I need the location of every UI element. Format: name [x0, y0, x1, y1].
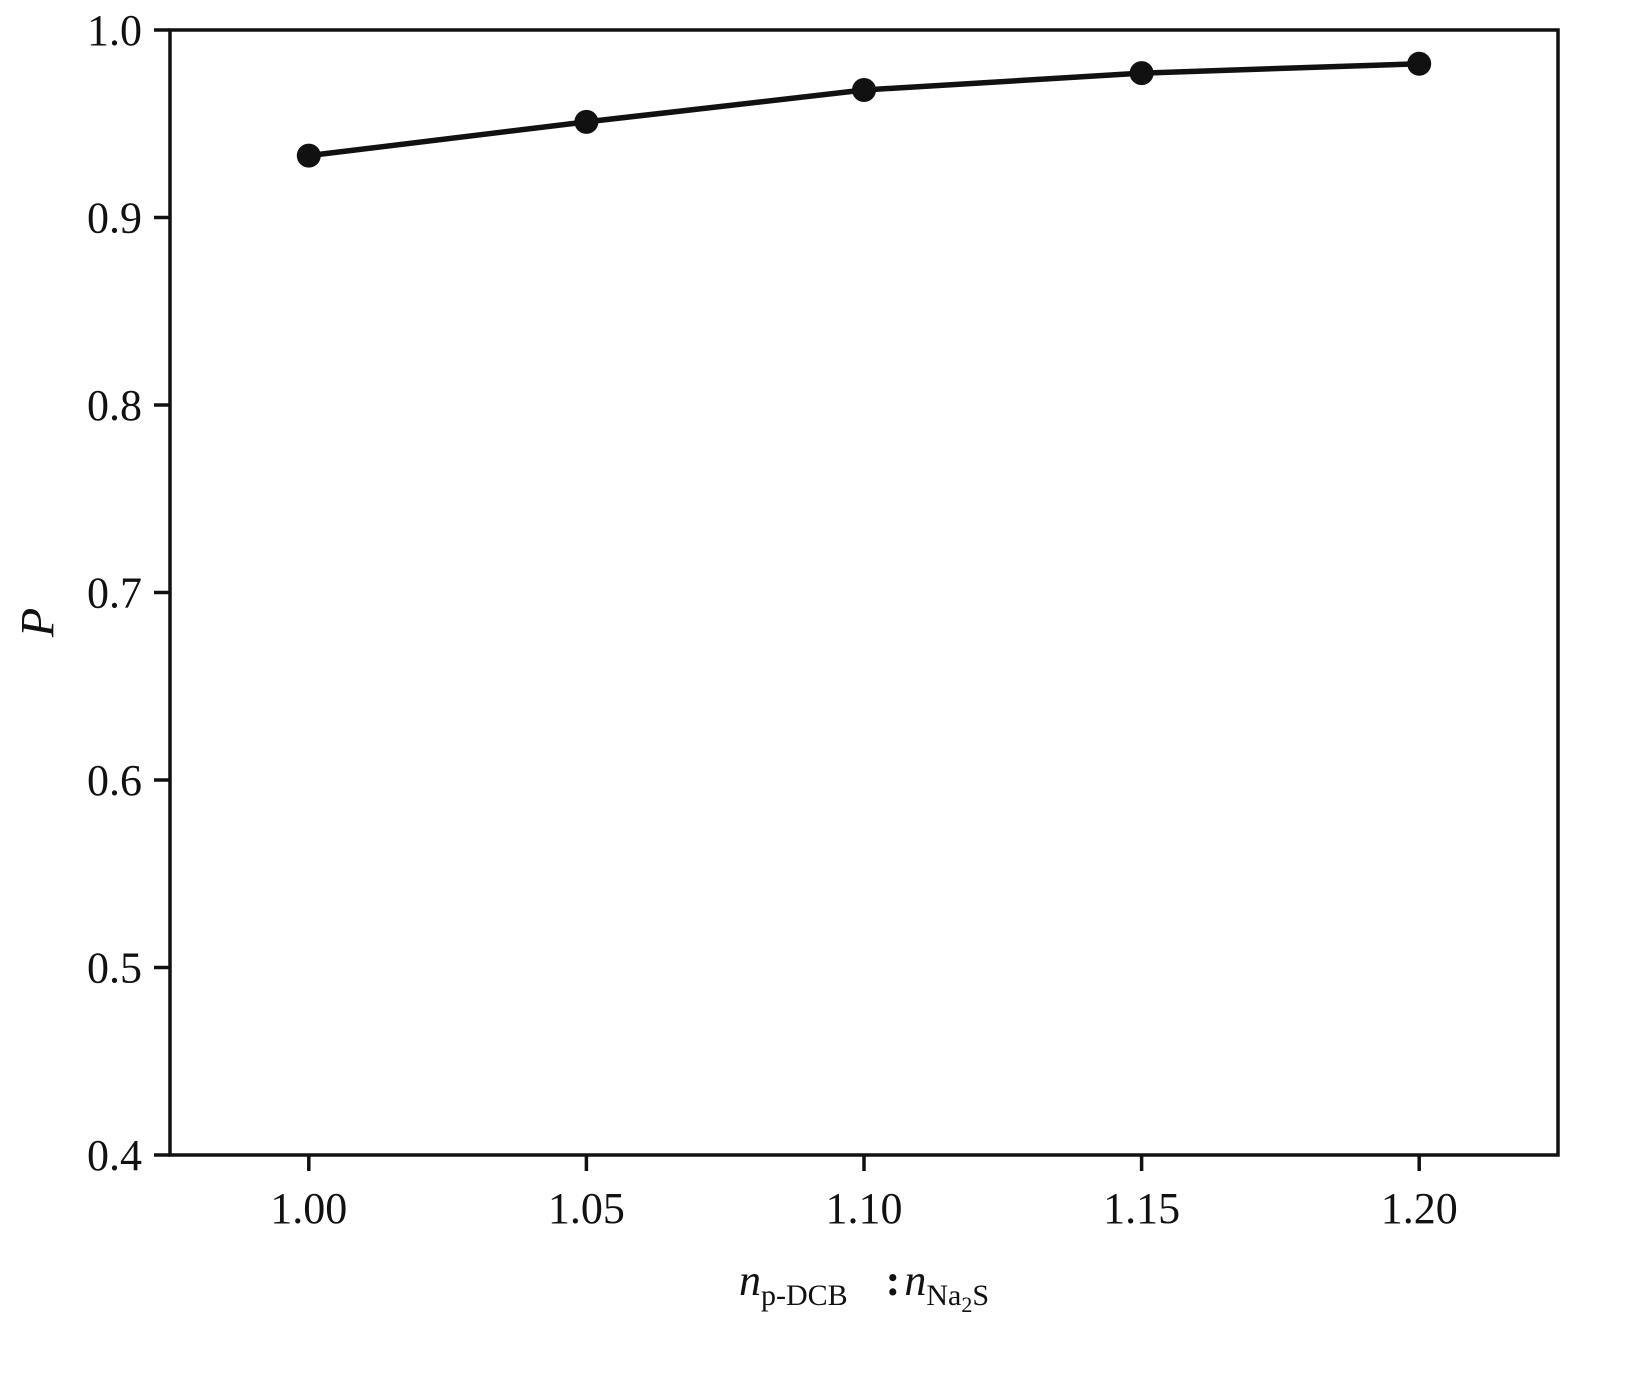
x-label-sub2-s: S	[972, 1278, 990, 1312]
y-axis-label-text: P	[11, 607, 65, 638]
data-point-marker	[1407, 51, 1432, 76]
x-tick-label: 1.05	[548, 1184, 625, 1233]
x-tick-label: 1.00	[270, 1184, 347, 1233]
x-tick-label: 1.20	[1381, 1184, 1458, 1233]
data-series-line	[306, 61, 1422, 159]
data-point-marker	[574, 109, 599, 134]
x-label-n1: n	[738, 1256, 761, 1305]
x-tick-label: 1.10	[826, 1184, 903, 1233]
x-label-sub2-2: 2	[961, 1291, 973, 1317]
y-tick-label: 0.5	[87, 944, 142, 993]
y-tick-label: 0.9	[87, 194, 142, 243]
y-tick-label: 1.0	[87, 6, 142, 55]
x-label-n2: n	[904, 1256, 927, 1305]
data-point-marker	[1129, 61, 1154, 86]
y-tick-label: 0.6	[87, 756, 142, 805]
x-tick-label: 1.15	[1103, 1184, 1180, 1233]
data-point-marker	[852, 78, 876, 102]
y-tick-label: 0.4	[87, 1131, 142, 1180]
data-point-marker	[296, 143, 321, 168]
y-tick-label: 0.7	[87, 569, 142, 618]
x-label-sub1: p-DCB	[760, 1278, 848, 1312]
plot-border	[168, 28, 1560, 1157]
x-label-colon: :	[885, 1256, 901, 1305]
x-label-sub2: Na2S	[926, 1278, 990, 1317]
x-axis-label: np-DCB:nNa2S	[739, 1255, 989, 1318]
y-tick-label: 0.8	[87, 381, 142, 430]
y-axis-label: P	[11, 593, 66, 653]
x-label-sub2-na: Na	[926, 1278, 962, 1312]
